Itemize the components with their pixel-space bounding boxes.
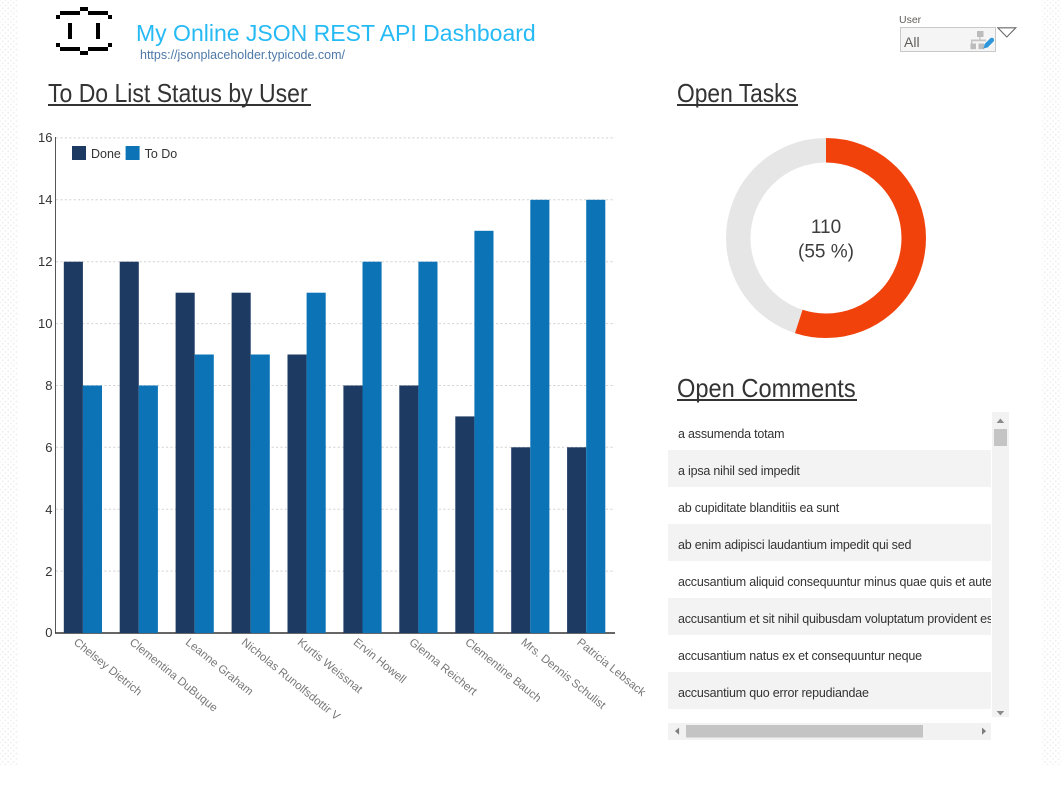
svg-text:Ervin Howell: Ervin Howell [351,637,408,687]
svg-text:8: 8 [45,378,52,393]
svg-text:10: 10 [38,316,52,331]
svg-text:0: 0 [45,625,52,640]
svg-text:12: 12 [38,254,52,269]
svg-text:Nicholas Runolfsdottir V: Nicholas Runolfsdottir V [239,637,342,724]
svg-text:4: 4 [45,502,52,517]
svg-text:2: 2 [45,564,52,579]
svg-text:16: 16 [38,130,52,145]
svg-text:(55 %): (55 %) [798,242,854,263]
svg-text:14: 14 [38,192,52,207]
svg-text:To Do: To Do [145,147,178,161]
svg-text:110: 110 [811,217,841,238]
svg-text:6: 6 [45,440,52,455]
svg-text:Done: Done [91,147,121,161]
